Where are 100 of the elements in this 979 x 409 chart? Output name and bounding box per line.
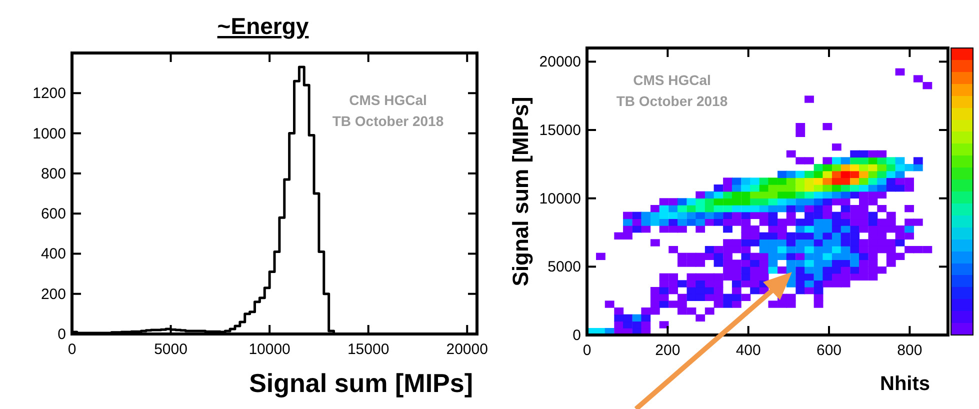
point	[750, 184, 760, 192]
point	[832, 170, 842, 178]
y-tick-label: 400	[40, 246, 66, 263]
point	[641, 314, 651, 322]
point	[850, 178, 860, 185]
point	[886, 260, 896, 267]
point	[704, 294, 714, 302]
point	[859, 246, 868, 254]
point	[904, 178, 914, 185]
point	[786, 212, 796, 220]
y-tick-label: 200	[40, 286, 66, 303]
point	[650, 204, 660, 212]
point	[822, 178, 832, 185]
point	[877, 266, 887, 274]
point	[786, 150, 796, 158]
point	[614, 232, 624, 240]
point	[850, 273, 860, 281]
chart-title: ~Energy	[217, 13, 309, 39]
point	[741, 260, 751, 267]
point	[822, 191, 832, 199]
x-tick-label: 15000	[347, 341, 390, 358]
point	[904, 218, 914, 226]
annotation: TB October 2018	[332, 113, 444, 129]
point	[659, 280, 669, 288]
x-tick-label: 0	[68, 341, 76, 358]
y-tick-label: 800	[40, 165, 66, 182]
point	[822, 170, 832, 178]
point	[814, 294, 824, 302]
point	[732, 300, 742, 308]
point	[750, 252, 760, 260]
point	[832, 198, 842, 206]
point	[741, 218, 751, 226]
point	[741, 280, 751, 288]
point	[895, 252, 905, 260]
x-tick-label: 0	[582, 342, 592, 359]
point	[859, 225, 868, 233]
point	[840, 198, 850, 206]
point	[886, 170, 896, 178]
y-tick-label: 1000	[32, 125, 66, 142]
point	[741, 294, 751, 302]
x-tick-label: 400	[736, 342, 761, 359]
point	[614, 307, 624, 315]
point	[895, 68, 905, 76]
point	[750, 286, 760, 294]
annotation: TB October 2018	[616, 93, 728, 109]
point	[668, 246, 678, 254]
point	[804, 178, 814, 185]
point	[832, 178, 842, 185]
point	[659, 273, 669, 281]
point	[859, 260, 868, 267]
point	[822, 280, 832, 288]
point	[641, 225, 651, 233]
x-axis-title: Nhits	[880, 373, 930, 395]
point	[850, 170, 860, 178]
point	[877, 184, 887, 192]
point	[686, 307, 696, 315]
point	[704, 218, 714, 226]
point	[778, 191, 787, 199]
point	[704, 252, 714, 260]
x-tick-label: 20000	[446, 341, 488, 358]
point	[840, 191, 850, 199]
point	[650, 212, 660, 220]
point	[723, 178, 732, 185]
point	[768, 198, 778, 206]
x-tick-label: 200	[655, 342, 680, 359]
point	[596, 252, 606, 260]
point	[822, 184, 832, 192]
point	[614, 314, 624, 322]
y-tick-label: 10000	[539, 190, 581, 208]
point	[650, 218, 660, 226]
point	[895, 178, 905, 185]
point	[677, 307, 687, 315]
point	[859, 164, 868, 172]
point	[904, 246, 914, 254]
point	[904, 164, 914, 172]
point	[677, 198, 687, 206]
point	[796, 122, 806, 130]
x-tick-label: 600	[816, 342, 842, 359]
y-tick-label: 600	[40, 206, 66, 223]
y-axis-title: Signal sum [MIPs]	[508, 96, 533, 286]
point	[677, 212, 687, 220]
point	[677, 252, 687, 260]
point	[741, 191, 751, 199]
point	[750, 212, 760, 220]
point	[677, 260, 687, 267]
point	[804, 191, 814, 199]
annotation: CMS HGCal	[633, 72, 711, 88]
point	[840, 212, 850, 220]
point	[696, 225, 706, 233]
point	[732, 191, 742, 199]
point	[714, 212, 724, 220]
point	[895, 232, 905, 240]
point	[668, 198, 678, 206]
point	[877, 178, 887, 185]
point	[886, 212, 896, 220]
point	[641, 307, 651, 315]
point	[822, 212, 832, 220]
point	[696, 212, 706, 220]
point	[904, 232, 914, 240]
point	[796, 170, 806, 178]
